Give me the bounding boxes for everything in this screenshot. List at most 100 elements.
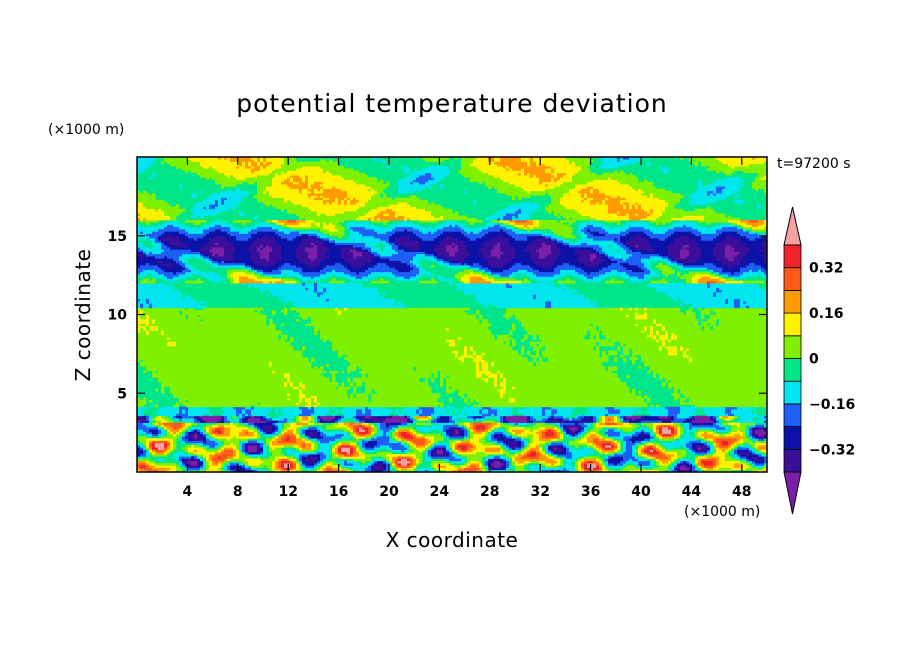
field-cell xyxy=(341,411,357,414)
field-cell xyxy=(287,384,291,387)
field-cell xyxy=(365,406,369,410)
field-cell xyxy=(521,431,537,435)
field-cell xyxy=(245,420,249,423)
field-cell xyxy=(311,442,315,446)
field-cell xyxy=(752,445,756,448)
field-cell xyxy=(533,271,561,275)
field-cell xyxy=(524,442,528,446)
field-cell xyxy=(614,449,618,453)
field-cell xyxy=(650,242,672,246)
field-cell xyxy=(752,456,759,459)
field-cell xyxy=(554,231,573,234)
field-cell xyxy=(449,451,453,455)
field-cell xyxy=(353,431,357,435)
field-cell xyxy=(527,433,534,437)
field-cell xyxy=(533,438,540,441)
field-cell xyxy=(242,411,246,414)
field-cell xyxy=(263,235,270,239)
field-cell xyxy=(683,445,687,448)
field-cell xyxy=(569,436,579,439)
field-cell xyxy=(146,217,171,221)
field-cell xyxy=(182,465,186,468)
field-cell xyxy=(683,427,690,430)
field-cell xyxy=(293,445,300,448)
field-cell xyxy=(677,463,681,466)
field-cell xyxy=(764,436,767,439)
field-cell xyxy=(746,265,762,268)
field-cell xyxy=(560,424,564,428)
field-cell xyxy=(404,449,408,453)
field-cell xyxy=(437,422,453,426)
field-cell xyxy=(260,458,276,462)
field-cell xyxy=(365,269,399,273)
field-cell xyxy=(386,458,390,462)
field-cell xyxy=(473,415,483,419)
field-cell xyxy=(308,415,312,419)
field-cell xyxy=(158,458,165,462)
field-cell xyxy=(506,467,510,471)
field-cell xyxy=(686,433,690,437)
field-cell xyxy=(149,429,159,432)
field-cell xyxy=(182,240,210,243)
field-cell xyxy=(140,307,186,311)
field-cell xyxy=(596,458,600,462)
field-cell xyxy=(644,312,648,315)
field-cell xyxy=(329,240,336,243)
field-cell xyxy=(257,427,261,430)
field-cell xyxy=(677,271,681,275)
field-cell xyxy=(302,418,309,421)
field-cell xyxy=(506,433,510,437)
field-cell xyxy=(143,415,147,419)
field-cell xyxy=(482,411,489,414)
field-cell xyxy=(683,215,705,219)
field-cell xyxy=(164,231,180,234)
field-cell xyxy=(188,307,195,311)
field-cell xyxy=(194,420,201,423)
field-cell xyxy=(299,388,303,392)
field-cell xyxy=(611,447,615,450)
field-cell xyxy=(560,436,564,439)
field-cell xyxy=(725,454,729,457)
field-cell xyxy=(518,215,531,219)
field-cell xyxy=(416,433,423,437)
field-cell xyxy=(455,242,465,246)
field-cell xyxy=(233,447,237,450)
field-cell xyxy=(701,238,714,241)
field-cell xyxy=(428,274,435,277)
field-cell xyxy=(194,415,198,419)
field-cell xyxy=(254,431,258,435)
field-cell xyxy=(251,265,264,268)
field-cell xyxy=(752,226,765,230)
field-cell xyxy=(611,269,618,273)
field-cell xyxy=(674,465,678,468)
field-cell xyxy=(641,451,645,455)
field-cell xyxy=(341,418,345,421)
field-cell xyxy=(188,438,195,441)
field-cell xyxy=(677,427,681,430)
field-cell xyxy=(281,463,285,466)
field-cell xyxy=(629,314,636,318)
field-cell xyxy=(377,463,384,466)
field-cell xyxy=(668,235,681,239)
field-cell xyxy=(671,337,678,340)
field-cell xyxy=(299,400,303,403)
field-cell xyxy=(371,431,375,435)
field-cell xyxy=(392,460,396,464)
field-cell xyxy=(725,278,735,282)
field-cell xyxy=(170,424,183,428)
field-cell xyxy=(449,328,489,331)
field-cell xyxy=(242,451,246,455)
field-cell xyxy=(392,208,426,212)
field-cell xyxy=(620,240,627,243)
field-cell xyxy=(152,375,285,378)
field-cell xyxy=(656,463,660,466)
field-cell xyxy=(383,460,387,464)
field-cell xyxy=(503,433,507,437)
field-cell xyxy=(395,278,417,282)
field-cell xyxy=(446,247,459,250)
field-cell xyxy=(362,418,387,421)
field-cell xyxy=(530,420,534,423)
field-cell xyxy=(734,445,738,448)
field-cell xyxy=(167,224,174,228)
field-cell xyxy=(356,418,360,421)
